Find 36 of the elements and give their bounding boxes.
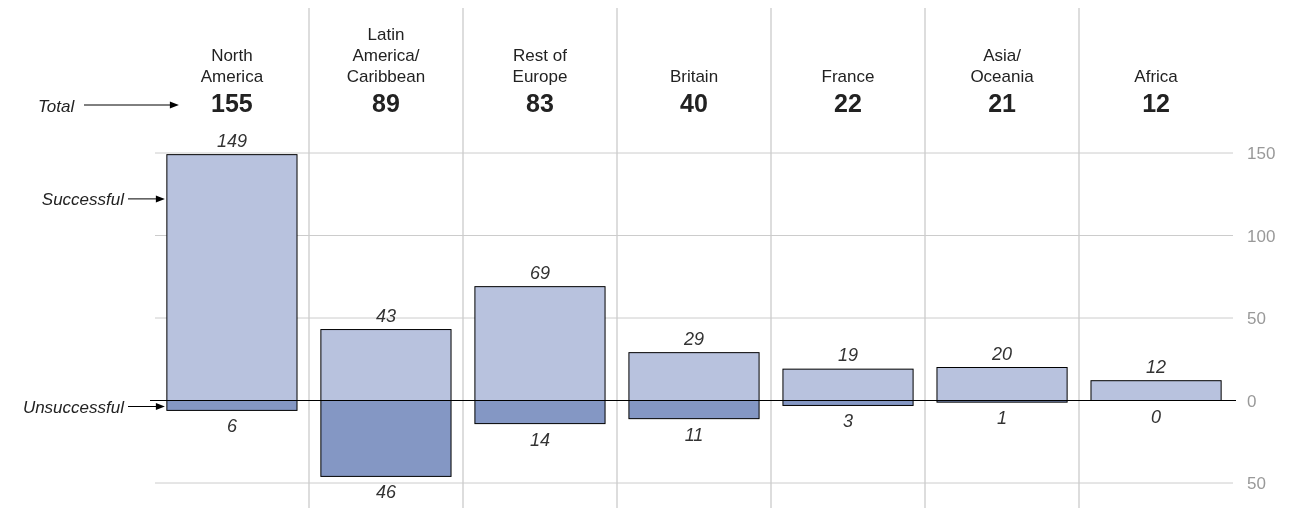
annotation: 11 <box>684 424 704 445</box>
x-tick-label: Latin America/ Caribbean <box>346 25 426 86</box>
x-tick-label: Rest of Europe <box>512 46 568 86</box>
x-tick-label: Africa <box>1134 67 1179 86</box>
legend-label: Successful <box>41 189 126 209</box>
data-label: 69 <box>529 262 550 283</box>
text: 89 <box>372 89 400 117</box>
y-tick-label: 100 <box>1247 226 1276 246</box>
text: 21 <box>988 89 1017 117</box>
y-tick-label: 150 <box>1247 144 1276 163</box>
annotation: 14 <box>529 429 550 450</box>
text: Total <box>38 97 76 116</box>
data-label: 12 <box>1146 356 1167 377</box>
legend-label: Unsuccessful <box>22 397 126 417</box>
y-tick-label: 50 <box>1247 474 1266 493</box>
text: 83 <box>526 89 554 117</box>
text: 22 <box>834 89 862 117</box>
data-label: 43 <box>375 305 396 326</box>
annotation: 3 <box>843 411 854 432</box>
annotation: 1 <box>997 408 1008 429</box>
x-tick-label: Asia/ Oceania <box>970 46 1035 86</box>
annotation: 46 <box>375 482 397 503</box>
x-tick-label: Britain <box>669 67 719 86</box>
text: 155 <box>211 89 253 117</box>
data-label: 19 <box>838 345 859 366</box>
text: 12 <box>1142 89 1170 117</box>
text: 40 <box>680 89 708 117</box>
x-tick-label: North America <box>200 46 264 86</box>
y-tick-label: 0 <box>1247 391 1257 411</box>
data-label: 149 <box>216 130 247 151</box>
y-tick-label: 50 <box>1247 309 1266 328</box>
x-tick-label: France <box>821 67 875 86</box>
data-label: 29 <box>682 328 705 349</box>
annotation: 0 <box>1151 406 1162 427</box>
data-label: 20 <box>991 343 1013 364</box>
annotation: 6 <box>226 416 238 437</box>
